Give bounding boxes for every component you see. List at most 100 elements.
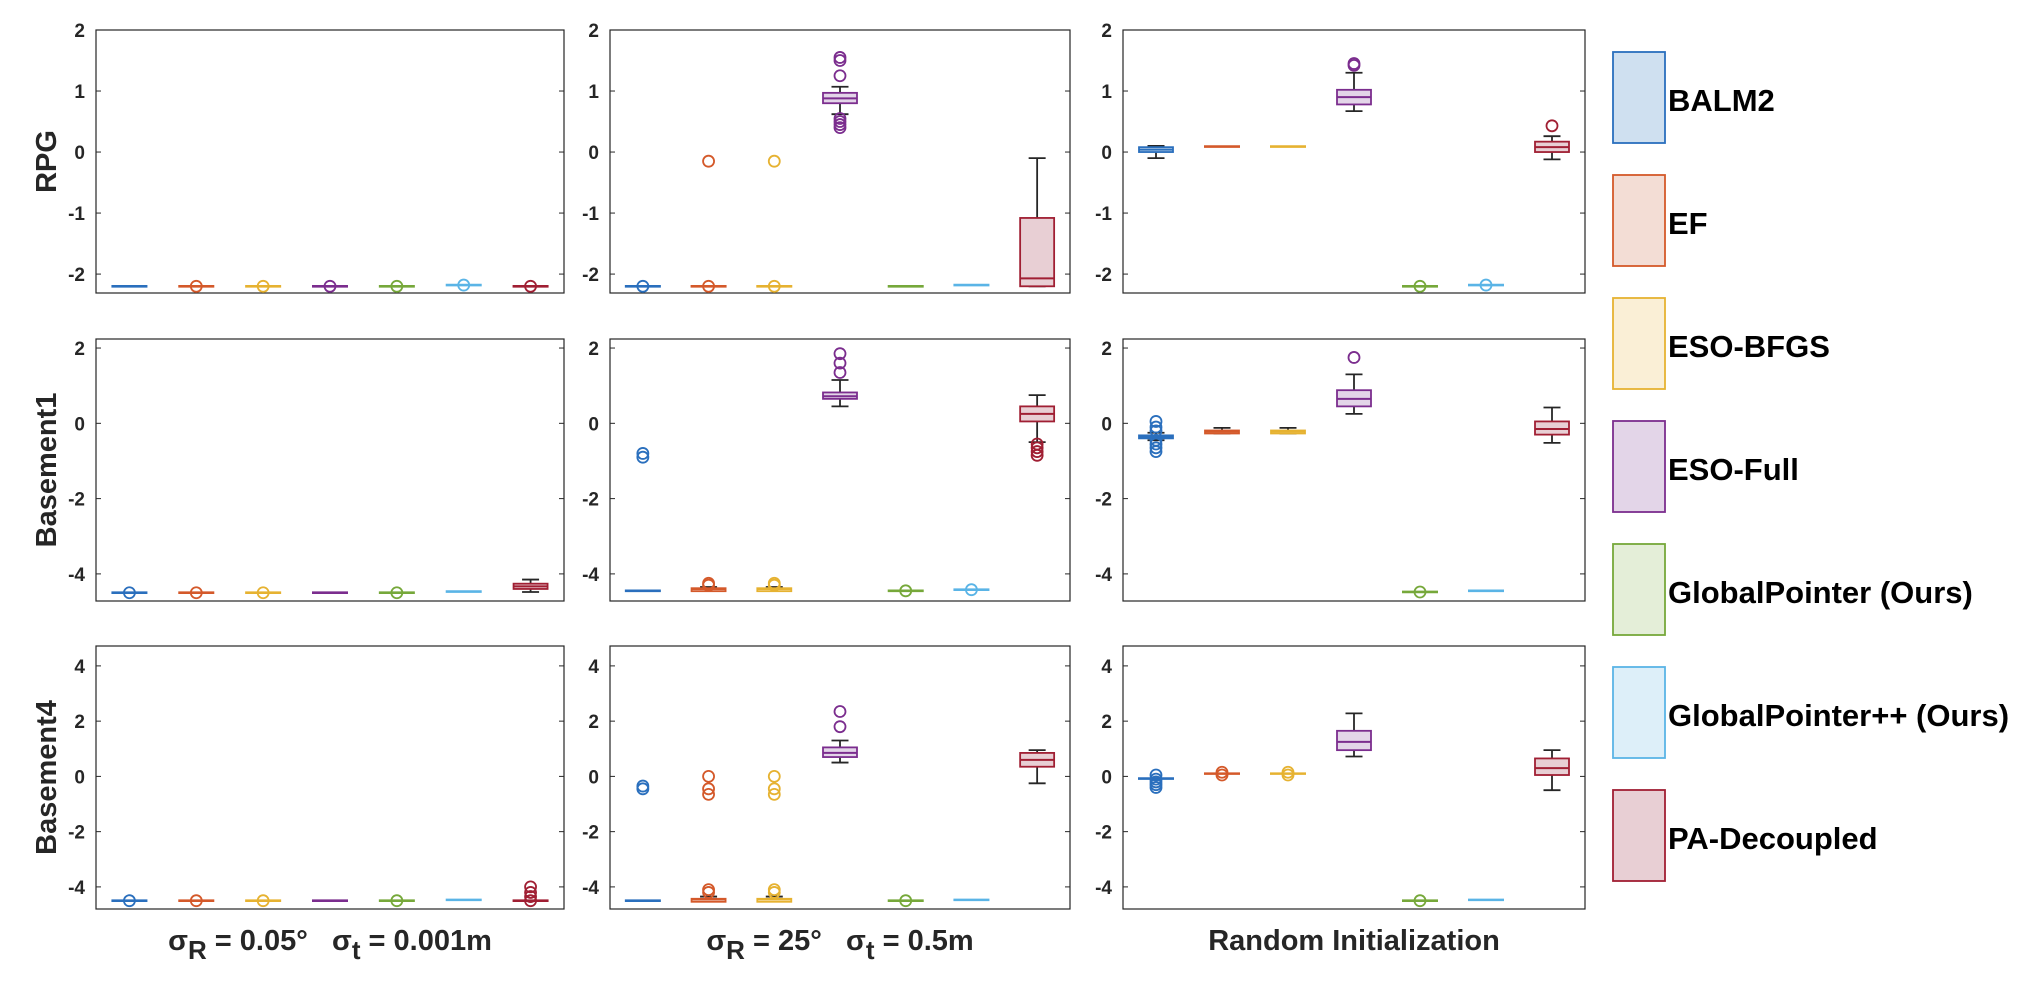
- outlier-point: [833, 720, 847, 734]
- box-globalpointer-ours: [1402, 585, 1438, 599]
- label-part: σ: [308, 925, 352, 957]
- y-tick-label: -2: [68, 823, 85, 844]
- y-tick-label: 4: [588, 657, 599, 678]
- box-iqr: [1019, 217, 1056, 288]
- subscript: R: [188, 935, 207, 965]
- outlier-point: [636, 447, 650, 460]
- box-ef: [178, 586, 215, 600]
- legend-item: GlobalPointer++ (Ours): [1612, 666, 2009, 759]
- label-part: σ: [822, 925, 866, 957]
- y-tick-label: 2: [74, 712, 85, 733]
- box-eso-full: [1336, 351, 1372, 415]
- outlier-point: [702, 886, 715, 899]
- y-tick-label: -2: [582, 823, 599, 844]
- outlier-point: [189, 894, 203, 908]
- legend-swatch: [1612, 297, 1666, 390]
- outlier-point: [1479, 278, 1493, 292]
- outlier-point: [965, 583, 978, 597]
- panel-1-3: -2 -1 0 1 2: [1095, 21, 1586, 294]
- y-tick-label: 1: [1101, 82, 1112, 103]
- outlier-point: [702, 787, 715, 801]
- outlier-point: [767, 782, 781, 796]
- outlier-point: [833, 705, 847, 718]
- outlier-point: [323, 279, 337, 293]
- panel-3-3: -4 -2 0 2 4: [1095, 645, 1586, 910]
- box-ef: [178, 894, 215, 908]
- box-globalpointer-ours: [1402, 894, 1438, 908]
- box-balm2: [1138, 415, 1174, 458]
- outlier-point: [390, 586, 404, 600]
- box-balm2: [624, 279, 661, 293]
- y-tick-label: -2: [1095, 490, 1112, 511]
- axes-frame: [95, 645, 565, 910]
- outlier-point: [767, 769, 781, 783]
- box-eso-bfgs: [756, 576, 793, 593]
- box-eso-bfgs: [245, 586, 282, 600]
- outlier-point: [833, 69, 847, 83]
- y-tick-label: 2: [74, 339, 85, 360]
- y-tick-label: -1: [68, 204, 85, 225]
- y-tick-label: -4: [582, 878, 599, 899]
- outlier-point: [833, 121, 847, 135]
- legend-item: BALM2: [1612, 51, 1775, 144]
- label-part: = 0.001m: [361, 925, 492, 957]
- box-eso-full: [1336, 712, 1372, 758]
- outlier-point: [256, 279, 270, 293]
- y-tick-label: -2: [1095, 823, 1112, 844]
- box-eso-bfgs: [1270, 765, 1306, 782]
- outlier-point: [1347, 58, 1361, 72]
- box-ef: [178, 279, 215, 293]
- box-eso-full: [822, 51, 858, 135]
- label-part: = 25°: [745, 925, 822, 957]
- legend-label: EF: [1668, 206, 1708, 241]
- box-pa-decoupled: [512, 880, 549, 908]
- outlier-point: [702, 769, 715, 783]
- box-balm2: [1138, 768, 1174, 794]
- outlier-point: [833, 356, 847, 370]
- outlier-point: [524, 894, 537, 908]
- box-globalpointer-ours: [378, 894, 415, 908]
- box-pa-decoupled: [1019, 157, 1056, 288]
- y-tick-label: 0: [1101, 143, 1112, 164]
- y-tick-label: 0: [588, 767, 599, 788]
- outlier-point: [702, 578, 715, 592]
- axes-frame: [609, 645, 1071, 910]
- y-tick-label: 0: [1101, 767, 1112, 788]
- outlier-point: [833, 347, 847, 361]
- box-eso-full: [822, 347, 858, 408]
- box-eso-bfgs: [245, 894, 282, 908]
- outlier-point: [256, 894, 270, 908]
- y-tick-label: -2: [68, 490, 85, 511]
- outlier-point: [1545, 119, 1559, 133]
- outlier-point: [123, 894, 136, 908]
- box-eso-full: [1336, 57, 1372, 113]
- legend-swatch: [1612, 789, 1666, 882]
- outlier-point: [1030, 445, 1044, 458]
- column-label: σR = 25° σt = 0.5m: [706, 925, 973, 965]
- subscript: R: [726, 935, 745, 965]
- legend-swatch: [1612, 51, 1666, 144]
- y-tick-label: 0: [588, 143, 599, 164]
- outlier-point: [1030, 448, 1044, 462]
- y-tick-label: 4: [1101, 657, 1112, 678]
- outlier-point: [1149, 424, 1163, 438]
- box-globalpointer-ours: [378, 279, 415, 293]
- axes-frame: [1122, 645, 1586, 910]
- outlier-point: [767, 279, 781, 293]
- label-part: = 0.05°: [207, 925, 308, 957]
- axes-frame: [95, 338, 565, 602]
- outlier-point: [524, 886, 537, 899]
- label-part: = 0.5m: [875, 925, 974, 957]
- box-pa-decoupled: [1534, 119, 1570, 161]
- box-ef: [1204, 426, 1240, 435]
- legend-item: ESO-Full: [1612, 420, 1799, 513]
- outlier-point: [899, 894, 913, 908]
- y-tick-label: -2: [582, 265, 599, 286]
- axes-frame: [609, 29, 1071, 294]
- legend-swatch: [1612, 543, 1666, 636]
- box-pa-decoupled: [1019, 749, 1056, 785]
- outlier-point: [767, 578, 781, 592]
- panels-layer: -2-1012-2-1012-2-1012-4-202-4-202-4-202-…: [68, 21, 1586, 910]
- axes-frame: [95, 29, 565, 294]
